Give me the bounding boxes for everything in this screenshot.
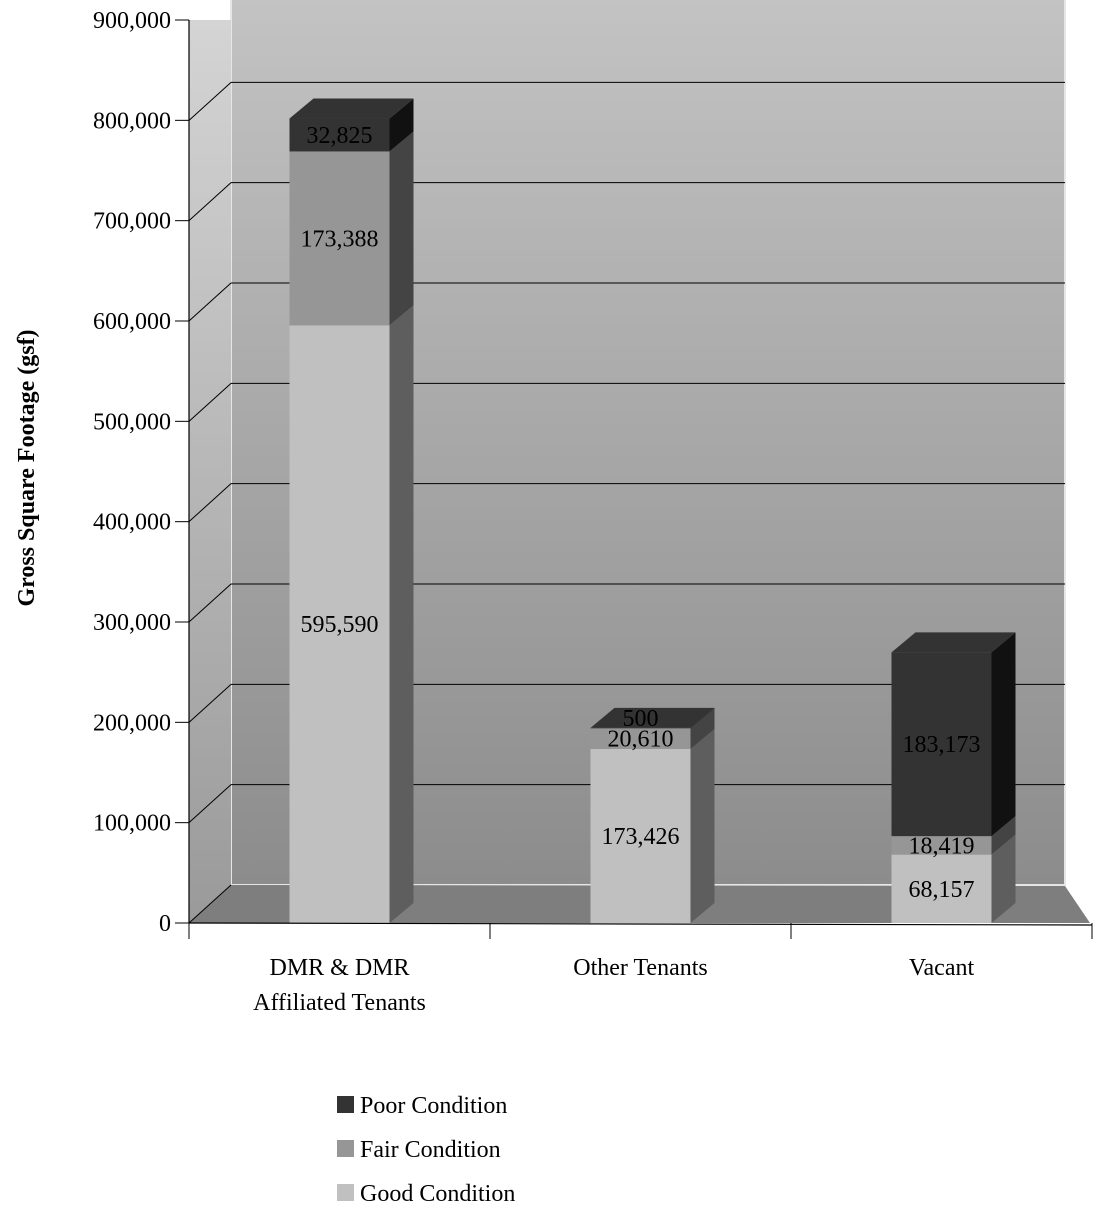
y-axis-title: Gross Square Footage (gsf) (14, 329, 40, 606)
x-axis-line (188, 922, 1093, 926)
data-label: 20,610 (608, 727, 674, 753)
y-tick-label: 500,000 (93, 409, 171, 435)
data-label: 500 (623, 706, 659, 732)
bar-side (991, 816, 1016, 855)
y-axis: 0 100,000 200,000 300,000 400,000 500,000 600,… (93, 8, 190, 937)
plot-walls (188, 0, 1090, 924)
y-tick-label: 900,000 (93, 8, 171, 34)
legend-label: Poor Condition (360, 1093, 507, 1119)
grid-connector (188, 81, 232, 121)
bar-segment (289, 118, 390, 152)
category-label: DMR & DMR (269, 955, 409, 981)
bar-side (991, 632, 1016, 837)
y-tick-label: 700,000 (93, 209, 171, 235)
bar-segment (590, 748, 691, 923)
category-label: Affiliated Tenants (253, 990, 426, 1016)
bar-segment (289, 151, 390, 326)
bar-segment (289, 325, 390, 924)
legend-swatch (337, 1096, 354, 1113)
data-label: 68,157 (909, 877, 975, 903)
legend-swatch (337, 1140, 354, 1157)
legend: Poor Condition Fair Condition Good Conditi… (337, 1093, 515, 1207)
y-tick-label: 100,000 (93, 811, 171, 837)
category-label: Other Tenants (573, 955, 708, 981)
grid-connector (188, 483, 232, 523)
grid-connector (188, 583, 232, 623)
bar-side (389, 305, 414, 924)
data-label: 18,419 (909, 833, 975, 859)
bar-side (389, 98, 414, 152)
grid-connector (188, 182, 232, 222)
grid-connector (188, 282, 232, 322)
bar-side (690, 728, 715, 923)
bar-segment (891, 652, 992, 837)
bar-side (991, 834, 1016, 923)
y-tick-label: 0 (159, 911, 171, 937)
grid-connector (188, 683, 232, 723)
bar-top (289, 98, 414, 119)
y-tick-label: 400,000 (93, 510, 171, 536)
bar-top (891, 632, 1016, 653)
bar-segment (590, 728, 691, 749)
y-tick-label: 800,000 (93, 108, 171, 134)
data-label: 32,825 (307, 123, 373, 149)
y-tick-label: 600,000 (93, 309, 171, 335)
grid-connector (188, 884, 232, 924)
data-label: 173,426 (602, 824, 680, 850)
grid-connector (188, 382, 232, 422)
side-wall (189, 20, 231, 923)
data-label: 183,173 (903, 732, 981, 758)
legend-swatch (337, 1184, 354, 1201)
data-label: 173,388 (301, 226, 379, 252)
data-label: 595,590 (301, 612, 379, 638)
legend-label: Fair Condition (360, 1137, 501, 1163)
y-tick-label: 300,000 (93, 610, 171, 636)
x-axis: DMR & DMR Affiliated Tenants Other Tenants… (188, 922, 1093, 1016)
category-label: Vacant (909, 955, 975, 981)
grid-connector (188, 784, 232, 824)
bar-segment (891, 854, 992, 923)
legend-label: Good Condition (360, 1181, 515, 1207)
y-tick-label: 200,000 (93, 710, 171, 736)
bar-top (590, 707, 715, 728)
bar-side (389, 131, 414, 326)
bar-segment (891, 836, 992, 855)
bar-side (690, 707, 715, 729)
bar-segment (590, 727, 691, 729)
bar-side (690, 708, 715, 749)
